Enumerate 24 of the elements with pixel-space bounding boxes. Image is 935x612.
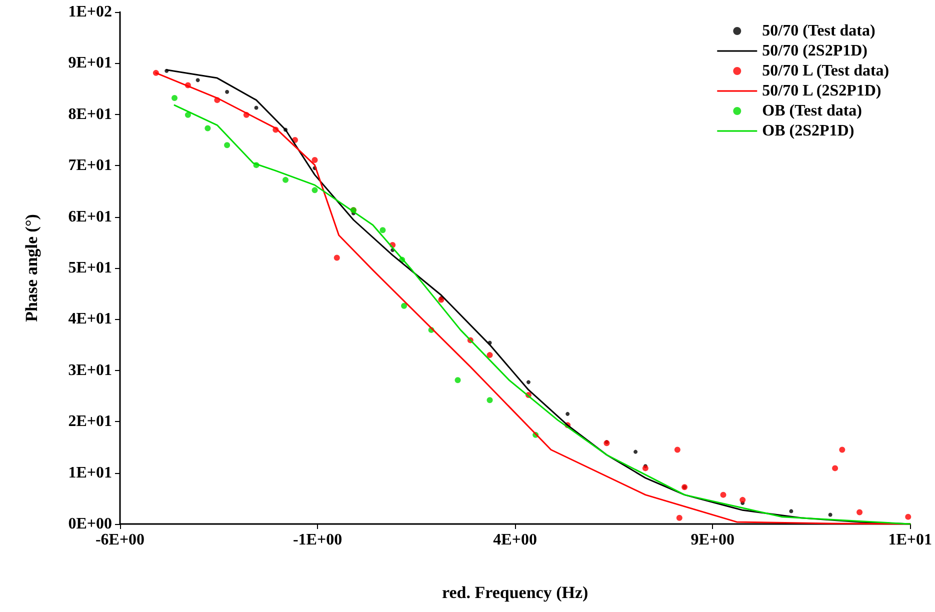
x-axis-title: red. Frequency (Hz)	[442, 583, 588, 602]
y-tick-label: 1E+02	[68, 4, 112, 20]
x-tick-label: 1E+01	[888, 532, 932, 548]
legend-label: 50/70 L (2S2P1D)	[762, 82, 882, 100]
legend-label: 50/70 L (Test data)	[762, 62, 890, 80]
y-tick-label: 8E+01	[68, 106, 112, 123]
y-tick-label: 7E+01	[68, 157, 112, 174]
x-tick-label: 4E+00	[493, 532, 537, 548]
y-tick-label: 3E+01	[68, 362, 112, 379]
y-axis-title: Phase angle (°)	[22, 214, 41, 322]
x-tick-label: -6E+00	[95, 532, 145, 548]
y-tick-label: 6E+01	[68, 208, 112, 226]
y-tick-label: 9E+01	[68, 54, 112, 72]
y-tick-label: 2E+01	[68, 413, 112, 430]
x-tick-label: -1E+00	[292, 532, 342, 548]
legend-label: 50/70 (2S2P1D)	[762, 42, 868, 60]
y-tick-label: 1E+01	[68, 464, 112, 482]
x-tick-label: 9E+00	[690, 532, 734, 548]
legend-label: OB (Test data)	[762, 102, 862, 120]
legend-label: 50/70 (Test data)	[762, 22, 876, 40]
legend-label: OB (2S2P1D)	[762, 122, 854, 140]
y-tick-label: 0E+00	[68, 516, 112, 532]
y-tick-label: 4E+01	[68, 310, 112, 328]
y-tick-label: 5E+01	[68, 260, 112, 276]
